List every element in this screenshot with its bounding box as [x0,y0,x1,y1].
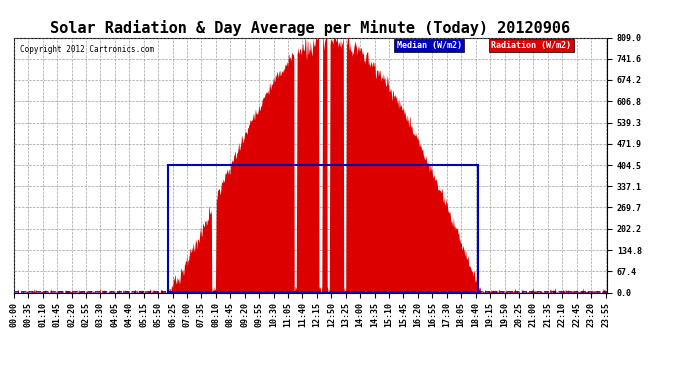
Title: Solar Radiation & Day Average per Minute (Today) 20120906: Solar Radiation & Day Average per Minute… [50,20,571,36]
Bar [168,165,477,292]
Text: Median (W/m2): Median (W/m2) [397,41,462,50]
Text: Radiation (W/m2): Radiation (W/m2) [491,41,571,50]
Text: Copyright 2012 Cartronics.com: Copyright 2012 Cartronics.com [20,45,154,54]
